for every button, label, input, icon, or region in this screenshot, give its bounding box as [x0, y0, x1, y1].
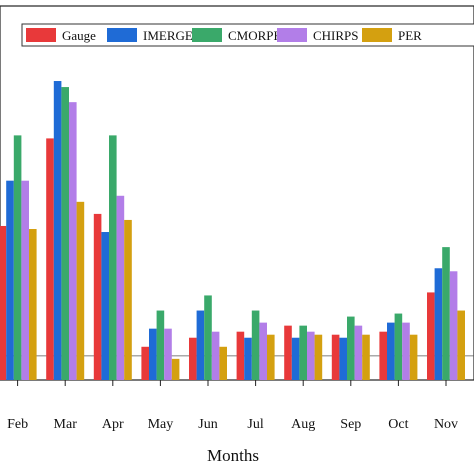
bar-per-may: [171, 358, 180, 380]
bar-per-nov: [457, 310, 465, 380]
bar-gauge-oct: [379, 331, 387, 380]
legend-swatch-cmorph: [192, 28, 222, 42]
x-axis-ticks: [17, 380, 447, 386]
x-tick-label-jun: Jun: [198, 417, 217, 432]
bar-chirps-mar: [69, 102, 77, 380]
bar-cmorph-oct: [394, 313, 403, 380]
bar-cmorph-feb: [13, 135, 22, 380]
bar-per-sep: [362, 334, 370, 380]
bar-gauge-apr: [93, 213, 102, 380]
bar-cmorph-aug: [299, 325, 307, 380]
bar-chirps-apr: [116, 195, 125, 380]
legend-label-imerge: IMERGE: [143, 28, 193, 43]
bar-gauge-may: [141, 346, 149, 380]
x-tick-label-aug: Aug: [291, 417, 315, 432]
bar-gauge-jul: [236, 331, 245, 380]
x-tick-label-nov: Nov: [434, 417, 458, 432]
bar-imerge-aug: [291, 337, 300, 380]
x-axis-tick-labels: JanFebMarAprMayJunJulAugSepOctNovDec: [7, 417, 458, 432]
bar-cmorph-apr: [109, 135, 117, 380]
legend-swatch-gauge: [26, 28, 56, 42]
x-tick-label-mar: Mar: [54, 417, 78, 432]
bar-cmorph-sep: [347, 316, 355, 380]
bar-chirps-feb: [21, 180, 29, 380]
bar-imerge-jun: [196, 310, 205, 380]
bar-chirps-may: [164, 328, 172, 380]
legend-label-chirps: CHIRPS: [313, 28, 359, 43]
bar-imerge-may: [149, 328, 157, 380]
bar-gauge-sep: [331, 334, 340, 380]
bar-gauge-jun: [189, 337, 197, 380]
x-tick-label-may: May: [148, 417, 174, 432]
bar-per-oct: [409, 334, 418, 380]
bar-cmorph-jun: [204, 295, 212, 380]
legend-swatch-per: [362, 28, 392, 42]
bar-imerge-jul: [244, 337, 252, 380]
bar-chirps-jun: [211, 331, 220, 380]
bar-chirps-nov: [449, 271, 458, 380]
legend: Gauge IMERGE CMORPH CHIRPS PER: [21, 23, 474, 47]
bar-chirps-sep: [354, 325, 363, 380]
legend-label-gauge: Gauge: [62, 28, 96, 43]
legend-swatch-chirps: [277, 28, 307, 42]
bar-gauge-feb: [0, 225, 7, 380]
bar-per-apr: [124, 219, 132, 380]
bar-imerge-apr: [101, 232, 109, 380]
bar-imerge-feb: [6, 180, 14, 380]
x-tick-label-sep: Sep: [340, 417, 361, 432]
bar-imerge-sep: [339, 337, 347, 380]
bar-per-aug: [314, 334, 323, 380]
bar-chirps-aug: [307, 331, 315, 380]
x-tick-label-feb: Feb: [7, 417, 28, 432]
bar-per-jul: [267, 334, 275, 380]
bar-cmorph-mar: [61, 87, 69, 380]
bar-gauge-mar: [46, 138, 54, 380]
x-axis-title: Months: [207, 446, 259, 465]
bar-cmorph-nov: [442, 247, 450, 380]
bar-cmorph-jul: [251, 310, 260, 380]
bars-group: [0, 81, 465, 381]
bar-imerge-oct: [387, 322, 395, 380]
bar-imerge-nov: [434, 268, 443, 380]
legend-label-cmorph: CMORPH: [228, 28, 283, 43]
bar-per-jun: [219, 346, 227, 380]
x-tick-label-apr: Apr: [102, 417, 124, 432]
bar-chirps-jul: [259, 322, 267, 380]
bar-gauge-aug: [284, 325, 292, 380]
bar-imerge-mar: [53, 81, 62, 381]
x-tick-label-oct: Oct: [388, 417, 408, 432]
legend-swatch-imerge: [107, 28, 137, 42]
legend-label-per: PER: [398, 28, 422, 43]
legend-items: Gauge IMERGE CMORPH CHIRPS PER: [26, 28, 422, 43]
bar-gauge-nov: [427, 292, 435, 380]
bar-chirps-oct: [402, 322, 410, 380]
bar-per-mar: [76, 201, 85, 380]
bar-cmorph-may: [156, 310, 165, 380]
x-tick-label-jul: Jul: [247, 417, 263, 432]
bar-per-feb: [29, 229, 37, 380]
